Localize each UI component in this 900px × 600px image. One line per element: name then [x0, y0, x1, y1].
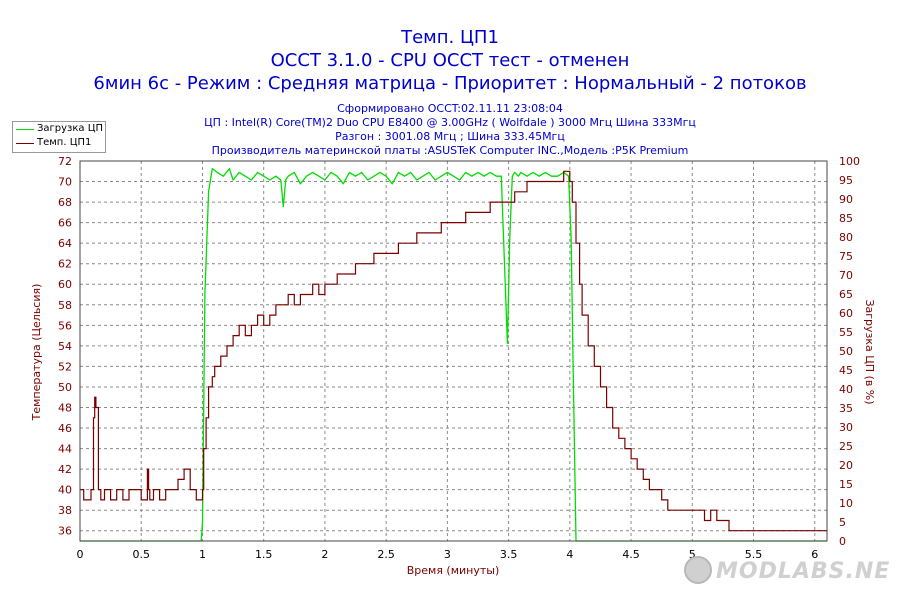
legend-label-temp: Темп. ЦП1 — [37, 137, 92, 148]
y-tick-label: 60 — [58, 278, 72, 291]
series-layer — [80, 167, 827, 542]
y2-tick-label: 30 — [839, 421, 853, 434]
y2-tick-label: 5 — [839, 516, 846, 529]
series-line-load — [80, 167, 827, 542]
y-tick-label: 38 — [58, 504, 72, 517]
y2-tick-label: 85 — [839, 212, 853, 225]
y-tick-label: 52 — [58, 360, 72, 373]
plot-frame — [79, 160, 828, 542]
x-tick-label: 2 — [321, 548, 328, 561]
y-tick-label: 48 — [58, 401, 72, 414]
watermark-logo-mark — [684, 556, 712, 584]
y2-tick-label: 35 — [839, 402, 853, 415]
legend-swatch-load — [16, 129, 34, 130]
y-tick-label: 50 — [58, 381, 72, 394]
legend-label-load: Загрузка ЦП — [37, 123, 104, 134]
x-tick-label: 4 — [566, 548, 573, 561]
y-tick-label: 36 — [58, 525, 72, 538]
y2-tick-label: 70 — [839, 269, 853, 282]
legend-swatch-temp — [16, 143, 34, 144]
x-axis-label: Время (минуты) — [407, 564, 500, 577]
x-tick-label: 0 — [77, 548, 84, 561]
y-tick-label: 62 — [58, 258, 72, 271]
subtitle-overclock: Разгон : 3001.08 Мгц ; Шина 333.45Мгц — [335, 130, 565, 143]
y-tick-label: 54 — [58, 340, 72, 353]
series-line-temp — [80, 170, 827, 532]
x-tick-label: 3 — [444, 548, 451, 561]
x-tick-label: 3.5 — [500, 548, 518, 561]
subtitle-generated: Сформировано OCCT:02.11.11 23:08:04 — [337, 102, 563, 115]
x-tick-label: 4.5 — [622, 548, 640, 561]
legend: Загрузка ЦП Темп. ЦП1 — [12, 121, 106, 153]
x-tick-label: 2.5 — [377, 548, 395, 561]
y2-tick-label: 0 — [839, 535, 846, 548]
legend-item-load: Загрузка ЦП — [13, 122, 105, 136]
chart-title-mode: 6мин 6с - Режим : Средняя матрица - Прио… — [93, 73, 807, 94]
grid — [80, 161, 827, 541]
y2-tick-label: 10 — [839, 497, 853, 510]
subtitle-motherboard: Производитель материнской платы :ASUSTeK… — [211, 144, 689, 157]
y-tick-label: 46 — [58, 422, 72, 435]
x-tick-label: 0.5 — [132, 548, 150, 561]
y-tick-label: 44 — [58, 443, 72, 456]
legend-item-temp: Темп. ЦП1 — [13, 136, 105, 150]
y-tick-label: 72 — [58, 155, 72, 168]
y-tick-label: 42 — [58, 463, 72, 476]
subtitle-cpu: ЦП : Intel(R) Core(TM)2 Duo CPU E8400 @ … — [204, 116, 696, 129]
y-tick-label: 70 — [58, 176, 72, 189]
y-tick-label: 66 — [58, 217, 72, 230]
y-tick-label: 64 — [58, 237, 72, 250]
x-tick-label: 5.5 — [745, 548, 763, 561]
chart-title: Темп. ЦП1 — [401, 27, 499, 48]
y2-tick-label: 100 — [839, 155, 860, 168]
y2-tick-label: 65 — [839, 288, 853, 301]
x-tick-label: 1 — [199, 548, 206, 561]
y2-tick-label: 75 — [839, 250, 853, 263]
x-tick-label: 6 — [811, 548, 818, 561]
tick-labels: 0 0.5 1 1.5 2 2.5 3 3.5 4 4.5 5 5.5 6 36 38 40 42 44 46 48 5… — [58, 155, 860, 561]
y2-tick-label: 15 — [839, 478, 853, 491]
y2-tick-label: 80 — [839, 231, 853, 244]
y2-tick-label: 45 — [839, 364, 853, 377]
y2-axis-label: Загрузка ЦП (в %) — [863, 299, 876, 404]
y2-tick-label: 55 — [839, 326, 853, 339]
y2-tick-label: 90 — [839, 193, 853, 206]
y-tick-label: 56 — [58, 319, 72, 332]
y-tick-label: 58 — [58, 299, 72, 312]
y2-tick-label: 60 — [839, 307, 853, 320]
y-axis-label: Температура (Цельсия) — [30, 284, 43, 422]
y-tick-label: 68 — [58, 196, 72, 209]
y2-tick-label: 25 — [839, 440, 853, 453]
watermark-logo: MODLABS.NET — [684, 556, 890, 584]
y2-tick-label: 95 — [839, 174, 853, 187]
y2-tick-label: 40 — [839, 383, 853, 396]
x-tick-label: 5 — [689, 548, 696, 561]
watermark-text: MODLABS.NET — [716, 559, 890, 584]
y2-tick-label: 50 — [839, 345, 853, 358]
chart-title-test: OCCT 3.1.0 - CPU OCCT тест - отменен — [270, 50, 630, 71]
y2-tick-label: 20 — [839, 459, 853, 472]
x-tick-label: 1.5 — [255, 548, 273, 561]
y-tick-label: 40 — [58, 484, 72, 497]
